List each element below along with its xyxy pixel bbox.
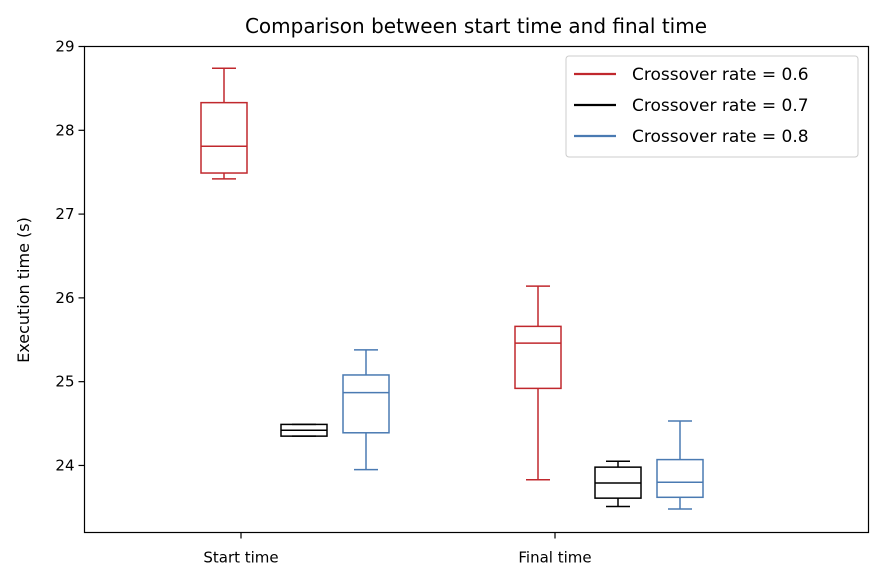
y-tick-label: 26 [55, 289, 74, 307]
y-tick-label: 25 [55, 373, 74, 391]
y-tick-label: 24 [55, 456, 74, 474]
plot-frame [83, 45, 870, 534]
box-2-start-time [280, 423, 328, 437]
legend-label: Crossover rate = 0.7 [632, 96, 809, 116]
legend-label: Crossover rate = 0.6 [632, 65, 809, 85]
y-tick-label: 27 [55, 205, 74, 223]
legend-box [565, 55, 859, 158]
legend: Crossover rate = 0.6 Crossover rate = 0.7… [565, 55, 859, 158]
legend-label: Crossover rate = 0.8 [632, 127, 809, 147]
box-iqr [656, 458, 704, 499]
x-tick-label: Final time [518, 549, 591, 567]
box-iqr [200, 101, 248, 174]
box-2-final-time [594, 460, 642, 508]
box-3-start-time [342, 349, 390, 471]
y-tick-label: 29 [55, 38, 74, 56]
y-tick-label: 28 [55, 121, 74, 139]
box-1-start-time [200, 67, 248, 180]
box-iqr [342, 374, 390, 434]
plot-area: 24 25 26 27 28 29 Start time Final time [55, 38, 704, 567]
x-tick-label: Start time [203, 549, 278, 567]
box-1-final-time [514, 285, 562, 481]
y-axis-label: Execution time (s) [14, 217, 33, 363]
box-3-final-time [656, 420, 704, 510]
chart-title: Comparison between start time and final … [245, 14, 707, 38]
box-iqr [514, 325, 562, 390]
